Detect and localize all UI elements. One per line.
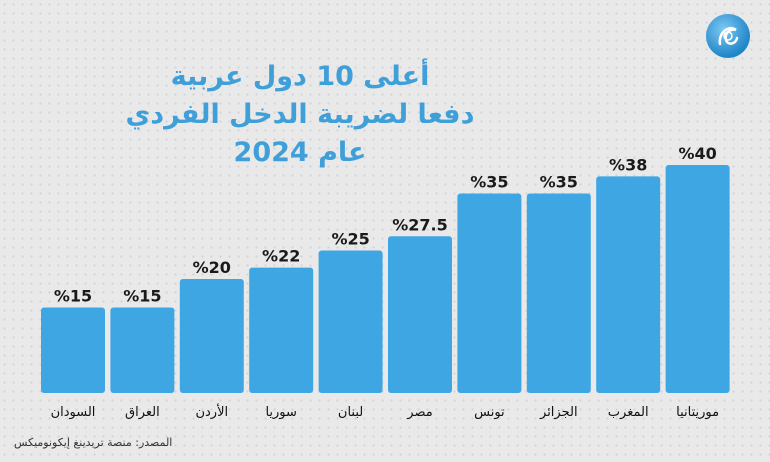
category-label-8: الجزائر <box>539 405 578 420</box>
value-label-6: %27.5 <box>392 215 448 234</box>
bar-9 <box>596 176 661 393</box>
category-label-2: العراق <box>125 405 160 420</box>
value-label-7: %35 <box>470 173 508 192</box>
value-label-9: %38 <box>609 155 647 174</box>
category-label-1: السودان <box>51 405 96 420</box>
category-label-9: المغرب <box>608 405 649 420</box>
bar-2 <box>110 307 175 393</box>
chart-title: أعلى 10 دول عربية دفعا لضريبة الدخل الفر… <box>110 58 490 172</box>
bar-6 <box>388 236 452 393</box>
value-label-2: %15 <box>123 287 161 306</box>
category-label-6: مصر <box>406 405 432 420</box>
value-label-10: %40 <box>678 144 716 163</box>
value-label-3: %20 <box>193 258 231 277</box>
aljazeera-logo <box>706 14 750 58</box>
category-label-3: الأردن <box>195 403 228 420</box>
bar-1 <box>41 307 105 393</box>
bar-5 <box>318 250 383 393</box>
title-line-1: أعلى 10 دول عربية <box>170 61 430 92</box>
bar-10 <box>665 165 730 393</box>
bar-7 <box>457 193 522 393</box>
value-label-5: %25 <box>331 230 369 249</box>
value-label-1: %15 <box>54 287 92 306</box>
category-label-4: سوريا <box>265 405 296 420</box>
category-label-10: موريتانيا <box>676 405 719 420</box>
source-note: المصدر: منصة تريدينغ إيكونوميكس <box>14 436 173 449</box>
bar-4 <box>249 267 314 393</box>
category-label-7: تونس <box>474 405 505 420</box>
category-label-5: لبنان <box>338 405 363 420</box>
value-label-8: %35 <box>540 173 578 192</box>
title-line-2: دفعا لضريبة الدخل الفردي <box>125 99 475 130</box>
title-line-3: عام 2024 <box>233 137 367 168</box>
bar-8 <box>526 193 591 393</box>
bar-3 <box>179 279 244 393</box>
value-label-4: %22 <box>262 247 300 266</box>
